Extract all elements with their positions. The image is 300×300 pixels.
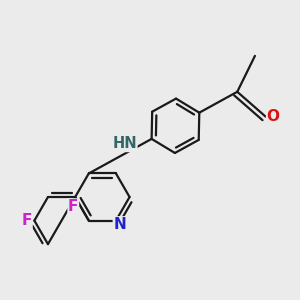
Text: HN: HN xyxy=(112,136,137,152)
Text: N: N xyxy=(113,217,126,232)
Text: F: F xyxy=(68,199,79,214)
Text: F: F xyxy=(22,213,32,228)
Text: O: O xyxy=(267,109,280,124)
